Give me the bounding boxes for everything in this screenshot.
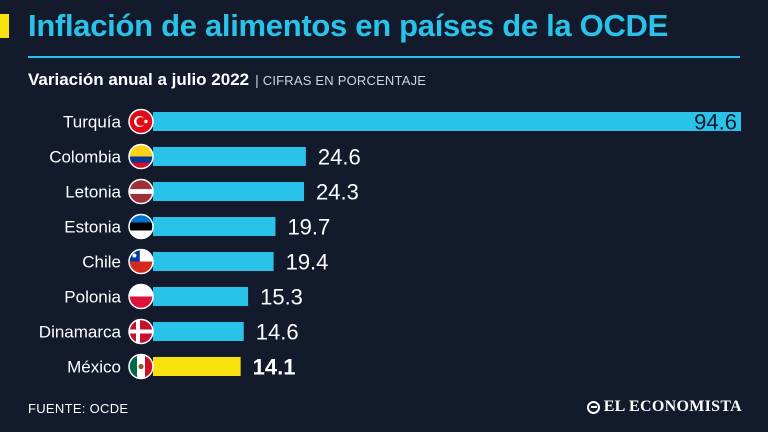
poland-flag-icon	[128, 283, 154, 310]
category-label: Estonia	[64, 218, 121, 237]
category-label: Colombia	[49, 148, 121, 167]
bar	[153, 287, 249, 306]
value-label: 19.4	[286, 250, 329, 275]
bar	[153, 357, 241, 376]
denmark-flag-icon	[128, 318, 154, 345]
chart-subtitle: Variación anual a julio 2022	[28, 70, 250, 89]
category-label: México	[67, 358, 121, 377]
brand-name: EL ECONOMISTA	[603, 398, 742, 415]
units-label: CIFRAS EN PORCENTAJE	[262, 73, 427, 88]
chile-flag-icon	[128, 248, 154, 275]
category-label: Letonia	[65, 183, 121, 202]
value-label: 24.6	[318, 145, 361, 170]
bar	[153, 217, 276, 236]
bar	[153, 112, 741, 131]
value-label: 14.1	[253, 355, 296, 380]
bar	[153, 252, 274, 271]
chart-title: Inflación de alimentos en países de la O…	[28, 8, 669, 43]
source-note: FUENTE: OCDE	[28, 401, 129, 416]
subtitle-separator: |	[255, 72, 259, 88]
value-label: 24.3	[316, 180, 359, 205]
bar	[153, 322, 244, 341]
category-label: Turquía	[63, 113, 122, 132]
value-label: 15.3	[260, 285, 303, 310]
accent-mark	[0, 14, 9, 38]
value-label: 94.6	[694, 110, 737, 135]
bar	[153, 147, 306, 166]
value-label: 14.6	[256, 320, 299, 345]
value-label: 19.7	[287, 215, 330, 240]
brand-icon	[586, 400, 600, 414]
category-label: Chile	[82, 253, 121, 272]
title-divider	[28, 56, 740, 58]
mexico-flag-icon	[128, 353, 154, 380]
colombia-flag-icon	[128, 143, 154, 170]
estonia-flag-icon	[128, 213, 154, 240]
latvia-flag-icon	[128, 178, 154, 205]
bar	[153, 182, 305, 201]
brand-logo: EL ECONOMISTA	[586, 398, 742, 416]
category-label: Dinamarca	[39, 323, 122, 342]
turkey-flag-icon	[128, 108, 154, 135]
category-label: Polonia	[64, 288, 121, 307]
chart-subtitle-row: Variación anual a julio 2022 | CIFRAS EN P…	[28, 70, 426, 90]
